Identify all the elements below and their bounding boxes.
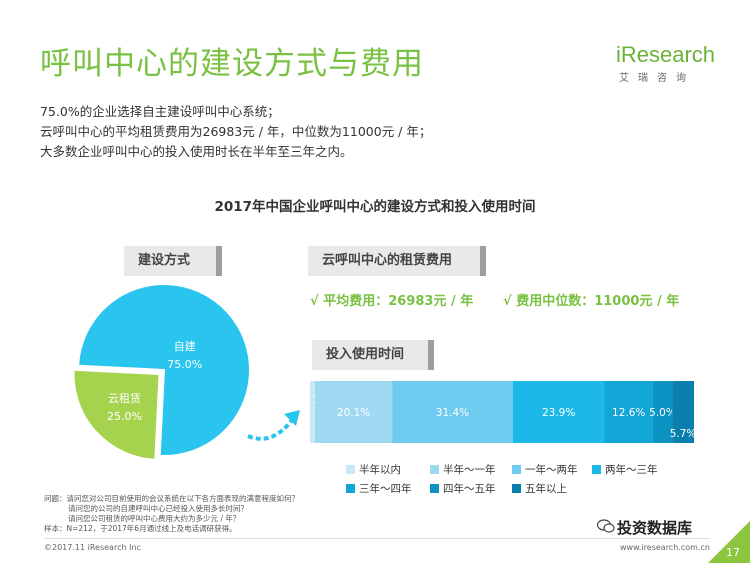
- construction-mode-header: 建设方式: [124, 246, 222, 276]
- legend-label: 四年～五年: [443, 483, 496, 495]
- legend-label: 五年以上: [525, 483, 567, 495]
- footer-divider: [44, 538, 710, 539]
- bar-segment: [512, 381, 605, 443]
- note-line: 请问您的公司的自建呼叫中心已经投入使用多长时间？: [68, 504, 248, 513]
- bar-segment: [314, 381, 393, 443]
- legend-label: 三年～四年: [359, 483, 412, 495]
- arrow-head-icon: [284, 410, 300, 426]
- logo-brand: iResearch: [616, 42, 716, 67]
- page-title: 呼叫中心的建设方式与费用: [40, 46, 424, 82]
- website-link[interactable]: www.iresearch.com.cn: [620, 543, 710, 552]
- bar-segment: [392, 381, 513, 443]
- average-fee: √ 平均费用：26983元 / 年: [310, 294, 474, 309]
- legend-swatch: [346, 484, 355, 493]
- legend-label: 半年以内: [359, 464, 401, 476]
- bar-segment: [672, 381, 694, 443]
- legend-swatch: [592, 465, 601, 474]
- pie-slice-value: 25.0%: [107, 410, 142, 423]
- note-line: 问题：请问您对公司目前使用的会议系统在以下各方面表现的满意程度如何？: [44, 494, 299, 503]
- pie-slice-label: 云租赁: [108, 391, 141, 405]
- pie-slice: [77, 283, 251, 457]
- usage-time-header: 投入使用时间: [312, 340, 434, 370]
- legend-item: 半年～一年: [430, 462, 496, 477]
- bar-value-label: 31.4%: [436, 407, 469, 419]
- bar-value-label: 5.0%: [649, 407, 676, 419]
- logo-subtitle: 艾瑞咨询: [619, 73, 695, 84]
- bar-value-label: 20.1%: [337, 407, 370, 419]
- pie-slice-value: 75.0%: [167, 358, 202, 371]
- legend-item: 一年～两年: [512, 462, 578, 477]
- legend-item: 两年～三年: [592, 462, 658, 477]
- arrow-icon: [247, 418, 294, 441]
- pie-slice-label: 自建: [174, 339, 196, 353]
- legend-item: 半年以内: [346, 462, 401, 477]
- summary-line: 大多数企业呼叫中心的投入使用时长在半年至三年之内。: [40, 144, 353, 159]
- bar-segment: [604, 381, 653, 443]
- legend-swatch: [430, 465, 439, 474]
- bar-segment: [310, 381, 315, 443]
- note-line: 请问您公司租赁的呼叫中心费用大约为多少元 / 年？: [68, 514, 241, 523]
- median-fee: √ 费用中位数：11000元 / 年: [503, 294, 680, 309]
- summary-text: 75.0%的企业选择自主建设呼叫中心系统； 云呼叫中心的平均租赁费用为26983…: [40, 102, 431, 162]
- bar-value-label: 23.9%: [542, 407, 575, 419]
- wechat-icon: [597, 519, 615, 533]
- cloud-fee-header: 云呼叫中心的租赁费用: [308, 246, 486, 276]
- legend-item: 四年～五年: [430, 481, 496, 496]
- summary-line: 75.0%的企业选择自主建设呼叫中心系统；: [40, 104, 280, 119]
- legend-label: 半年～一年: [443, 464, 496, 476]
- watermark: 投资数据库: [617, 519, 693, 537]
- legend-label: 两年～三年: [605, 464, 658, 476]
- page-number: 17: [726, 546, 740, 559]
- chart-title: 2017年中国企业呼叫中心的建设方式和投入使用时间: [214, 199, 536, 215]
- legend-item: 五年以上: [512, 481, 567, 496]
- corner-decoration: [708, 521, 750, 563]
- legend-swatch: [512, 465, 521, 474]
- copyright: ©2017.11 iResearch Inc: [44, 543, 141, 552]
- legend-item: 三年～四年: [346, 481, 412, 496]
- survey-notes: 问题：请问您对公司目前使用的会议系统在以下各方面表现的满意程度如何？ 请问您的公…: [44, 494, 299, 534]
- legend-swatch: [512, 484, 521, 493]
- pie-slice: [72, 368, 161, 461]
- summary-line: 云呼叫中心的平均租赁费用为26983元 / 年，中位数为11000元 / 年；: [40, 124, 432, 139]
- bar-value-label: 5.7%: [670, 428, 697, 440]
- legend-swatch: [346, 465, 355, 474]
- bar-value-label: 12.6%: [612, 407, 645, 419]
- legend-swatch: [430, 484, 439, 493]
- legend-label: 一年～两年: [525, 464, 578, 476]
- note-line: 样本：N=212，于2017年6月通过线上及电话调研获得。: [44, 524, 237, 533]
- iresearch-logo: iResearch 艾瑞咨询: [616, 42, 716, 88]
- bar-segment: [652, 381, 673, 443]
